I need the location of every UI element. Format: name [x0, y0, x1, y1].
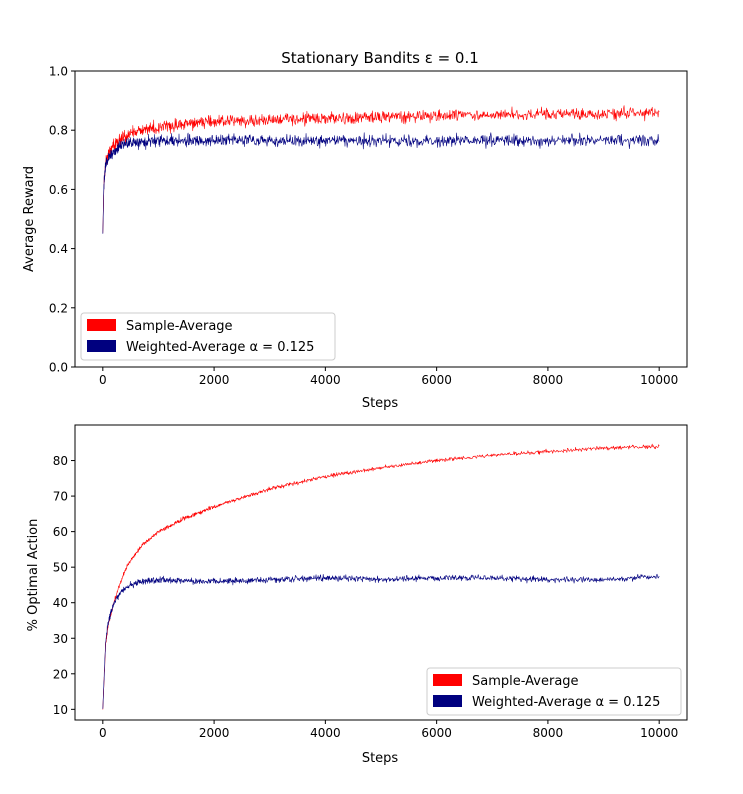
x-tick-label: 8000 — [533, 726, 564, 740]
y-axis-label: % Optimal Action — [26, 519, 41, 632]
ticks-layer: 0 2000 4000 6000 8000 10000 0.0 0.2 0.4 0.6 0.8 1.0 — [49, 65, 678, 388]
legend-label-weighted-average: Weighted-Average α = 0.125 — [126, 340, 314, 355]
legend-swatch-weighted-average — [433, 695, 462, 707]
y-tick-label: 10 — [53, 703, 68, 717]
x-tick-label: 10000 — [640, 373, 678, 387]
series-line-sample-average — [102, 443, 660, 710]
x-tick-label: 10000 — [640, 726, 678, 740]
y-tick-label: 20 — [53, 667, 68, 681]
x-tick-label: 8000 — [533, 373, 564, 387]
series-line-weighted-average — [102, 132, 660, 234]
chart-average-reward: Stationary Bandits ε = 0.1 0 2000 4000 6000… — [22, 49, 688, 411]
axes-frame — [74, 70, 688, 368]
y-tick-label: 40 — [53, 596, 68, 610]
x-tick-label: 0 — [99, 726, 107, 740]
y-tick-label: 0.2 — [49, 301, 68, 315]
y-axis-label: Average Reward — [22, 166, 37, 272]
y-tick-label: 0.0 — [49, 361, 68, 375]
y-tick-label: 50 — [53, 561, 68, 575]
legend-box — [426, 667, 682, 716]
x-tick-label: 4000 — [310, 373, 341, 387]
y-tick-label: 70 — [53, 490, 68, 504]
chart-optimal-action: 0 2000 4000 6000 8000 10000 10 20 30 40 50 60 70 80 S… — [26, 424, 688, 766]
series-line-sample-average — [102, 105, 660, 234]
legend: Sample-Average Weighted-Average α = 0.12… — [426, 667, 682, 716]
series-layer — [102, 105, 660, 234]
x-tick-label: 6000 — [421, 373, 452, 387]
y-tick-label: 1.0 — [49, 65, 68, 79]
y-tick-label: 60 — [53, 525, 68, 539]
y-tick-label: 0.8 — [49, 124, 68, 138]
chart-title: Stationary Bandits ε = 0.1 — [281, 49, 479, 67]
legend-swatch-weighted-average — [87, 340, 116, 352]
x-tick-label: 6000 — [421, 726, 452, 740]
x-tick-label: 2000 — [199, 373, 230, 387]
x-axis-label: Steps — [362, 396, 399, 411]
y-tick-label: 0.4 — [49, 242, 68, 256]
axes-frame — [74, 424, 688, 721]
y-tick-label: 30 — [53, 632, 68, 646]
y-tick-label: 0.6 — [49, 183, 68, 197]
legend-label-sample-average: Sample-Average — [126, 319, 233, 334]
ticks-layer: 0 2000 4000 6000 8000 10000 10 20 30 40 50 60 70 80 — [53, 454, 679, 740]
x-tick-label: 0 — [99, 373, 107, 387]
legend-label-weighted-average: Weighted-Average α = 0.125 — [472, 695, 660, 710]
legend-box — [80, 312, 336, 361]
legend-swatch-sample-average — [87, 319, 116, 331]
y-tick-label: 80 — [53, 454, 68, 468]
series-layer — [102, 443, 660, 710]
x-tick-label: 4000 — [310, 726, 341, 740]
legend-label-sample-average: Sample-Average — [472, 674, 579, 689]
legend: Sample-Average Weighted-Average α = 0.12… — [80, 312, 336, 361]
x-axis-label: Steps — [362, 751, 399, 766]
legend-swatch-sample-average — [433, 674, 462, 686]
series-line-weighted-average — [102, 573, 660, 709]
x-tick-label: 2000 — [199, 726, 230, 740]
